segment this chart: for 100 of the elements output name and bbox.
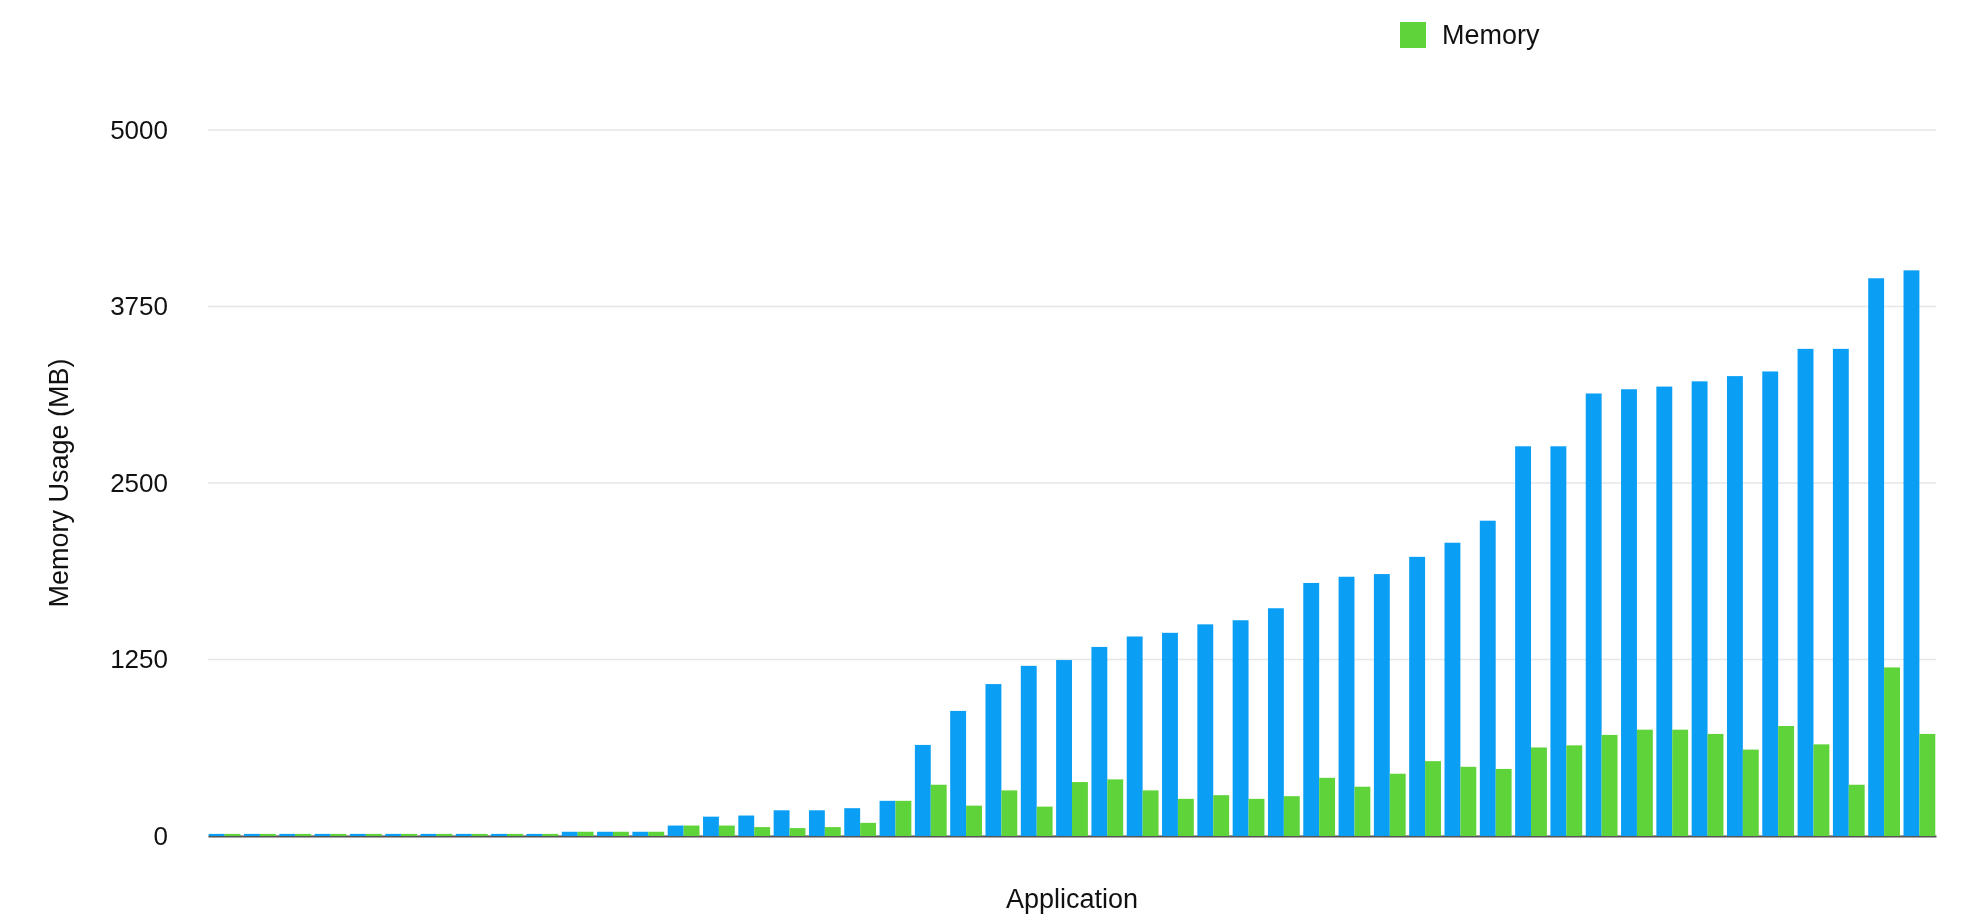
bar [1884,667,1900,836]
bar [561,831,578,836]
bar [1338,576,1355,836]
bar [1319,777,1336,836]
bar [667,825,684,836]
bar [577,831,594,836]
bar [860,822,877,836]
bar [1601,734,1618,836]
bar [703,816,719,836]
bar [1585,393,1602,836]
bar [279,833,296,836]
bar [738,815,755,836]
y-tick-label: 0 [153,820,168,851]
bar [1354,786,1371,836]
bar [1460,766,1477,836]
y-tick-label: 5000 [110,114,168,145]
y-tick-label: 2500 [110,467,168,498]
bar [597,831,613,836]
bar [1848,784,1865,836]
bar [1919,733,1936,836]
bar [930,784,947,836]
bar [455,833,472,836]
bar [1072,782,1088,836]
bar [471,833,488,836]
bar [1515,446,1532,836]
bar [632,831,649,836]
y-tick-label: 3750 [110,291,168,322]
bar [1903,270,1920,836]
bar [1636,729,1653,836]
bar [1550,446,1567,836]
bar [1726,376,1743,836]
bar [1036,806,1053,836]
bar [985,684,1002,836]
bar [914,744,931,836]
bar [244,833,260,836]
bar [844,808,861,836]
bar [1868,278,1885,836]
bar [1056,660,1072,836]
bar [683,825,700,836]
bar [1425,761,1441,836]
bar [1813,744,1830,836]
bar [1797,348,1814,836]
bar [718,825,735,836]
bar [1691,381,1708,836]
bar [1107,779,1124,836]
bar [385,833,402,836]
bar [314,833,331,836]
bar [1248,798,1265,836]
bar [1707,733,1724,836]
bar [436,833,453,836]
bar [1373,574,1390,836]
bar [365,833,382,836]
bar [1162,632,1178,836]
bar [1531,747,1547,836]
bar [895,800,912,836]
bar [773,810,790,836]
bar [879,800,896,836]
bar [491,833,508,836]
bar [1283,796,1300,836]
bar [789,828,806,836]
bar [1566,745,1583,836]
bar [824,827,841,836]
x-axis-title: Application [1005,884,1139,914]
bar [1444,542,1461,836]
bar [526,833,543,836]
bar [1142,790,1159,836]
bar [1409,556,1426,836]
bar [1303,582,1320,836]
bar [507,833,523,836]
bar [950,710,967,836]
bar [259,833,276,836]
bar [1672,729,1689,836]
bar [349,833,366,836]
bar [1778,726,1795,836]
bar [1232,620,1249,836]
bar [295,833,312,836]
bar [1267,608,1284,836]
bar [1213,795,1230,836]
bar [1479,520,1496,836]
bar [648,831,665,836]
bar [542,833,559,836]
legend-label: Memory [1442,20,1541,50]
bar [1126,636,1143,836]
y-tick-label: 1250 [110,644,168,675]
bar [1001,790,1018,836]
bar [1742,749,1759,836]
bar [966,805,982,836]
bar [1197,624,1214,836]
bar [1177,798,1194,836]
bar [1495,768,1512,836]
bar [754,827,771,836]
bar [1621,389,1637,836]
y-axis-title: Memory Usage (MB) [44,358,74,608]
bar [1020,665,1037,836]
bar [1762,371,1779,836]
bar [208,833,225,836]
bar [1832,348,1849,836]
bar [1091,646,1108,836]
bar [612,831,629,836]
bar [1389,773,1406,836]
